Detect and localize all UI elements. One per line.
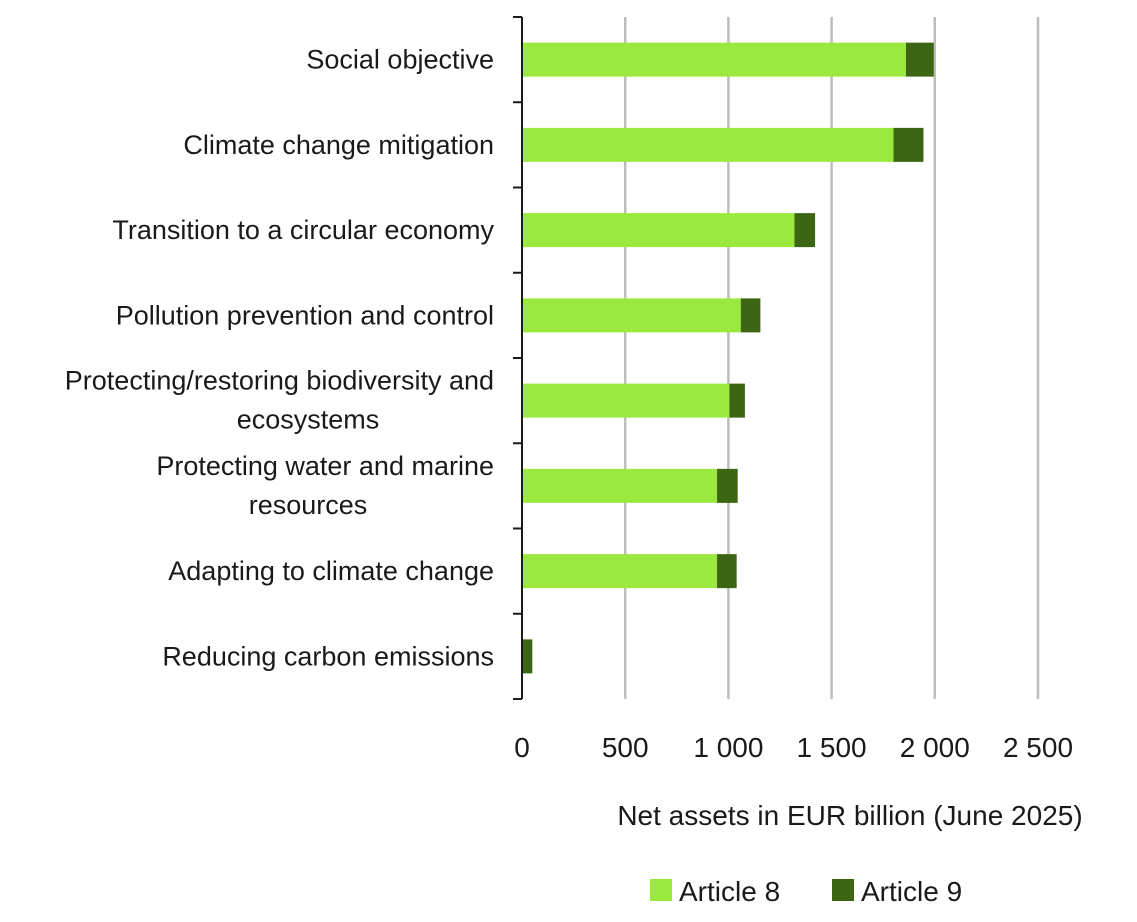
bar-article-9: [717, 554, 737, 589]
bar-article-9: [905, 42, 934, 77]
x-axis-title: Net assets in EUR billion (June 2025): [617, 800, 1082, 831]
bar-article-9: [717, 468, 738, 503]
bar-article-8: [522, 213, 795, 248]
bar-article-8: [522, 554, 718, 589]
category-label: Pollution prevention and control: [116, 300, 494, 330]
gridlines: [623, 17, 1040, 699]
category-labels: Social objective Climate change mitigatio…: [65, 45, 495, 672]
x-tick-label: 2 500: [1003, 732, 1073, 763]
category-label: Reducing carbon emissions: [162, 641, 494, 671]
legend-label: Article 9: [861, 876, 962, 907]
bar-article-9: [522, 639, 533, 674]
x-tick-labels: 0 500 1 000 1 500 2 000 2 500: [514, 732, 1073, 763]
category-label: Climate change mitigation: [183, 130, 494, 160]
bars: [522, 42, 934, 674]
legend: Article 8 Article 9: [650, 876, 962, 907]
category-label: Protecting/restoring biodiversity and eco…: [65, 366, 494, 435]
bar-article-8: [522, 42, 906, 77]
x-tick-label: 2 000: [900, 732, 970, 763]
bar-article-9: [893, 127, 924, 162]
bar-article-9: [794, 213, 816, 248]
bar-article-8: [522, 468, 718, 503]
bar-article-8: [522, 127, 894, 162]
x-tick-label: 1 000: [693, 732, 763, 763]
legend-swatch: [650, 879, 672, 901]
category-label: Adapting to climate change: [168, 556, 494, 586]
legend-label: Article 8: [679, 876, 780, 907]
bar-article-9: [729, 383, 745, 418]
category-label: Social objective: [306, 45, 494, 75]
y-axis: [513, 16, 523, 700]
bar-article-9: [740, 298, 761, 333]
x-tick-label: 500: [602, 732, 649, 763]
bar-article-8: [522, 298, 741, 333]
category-label: Protecting water and marine resources: [156, 451, 494, 520]
x-tick-label: 0: [514, 732, 530, 763]
bar-article-8: [522, 383, 730, 418]
legend-swatch: [832, 879, 854, 901]
category-label: Transition to a circular economy: [112, 215, 494, 245]
x-tick-label: 1 500: [797, 732, 867, 763]
